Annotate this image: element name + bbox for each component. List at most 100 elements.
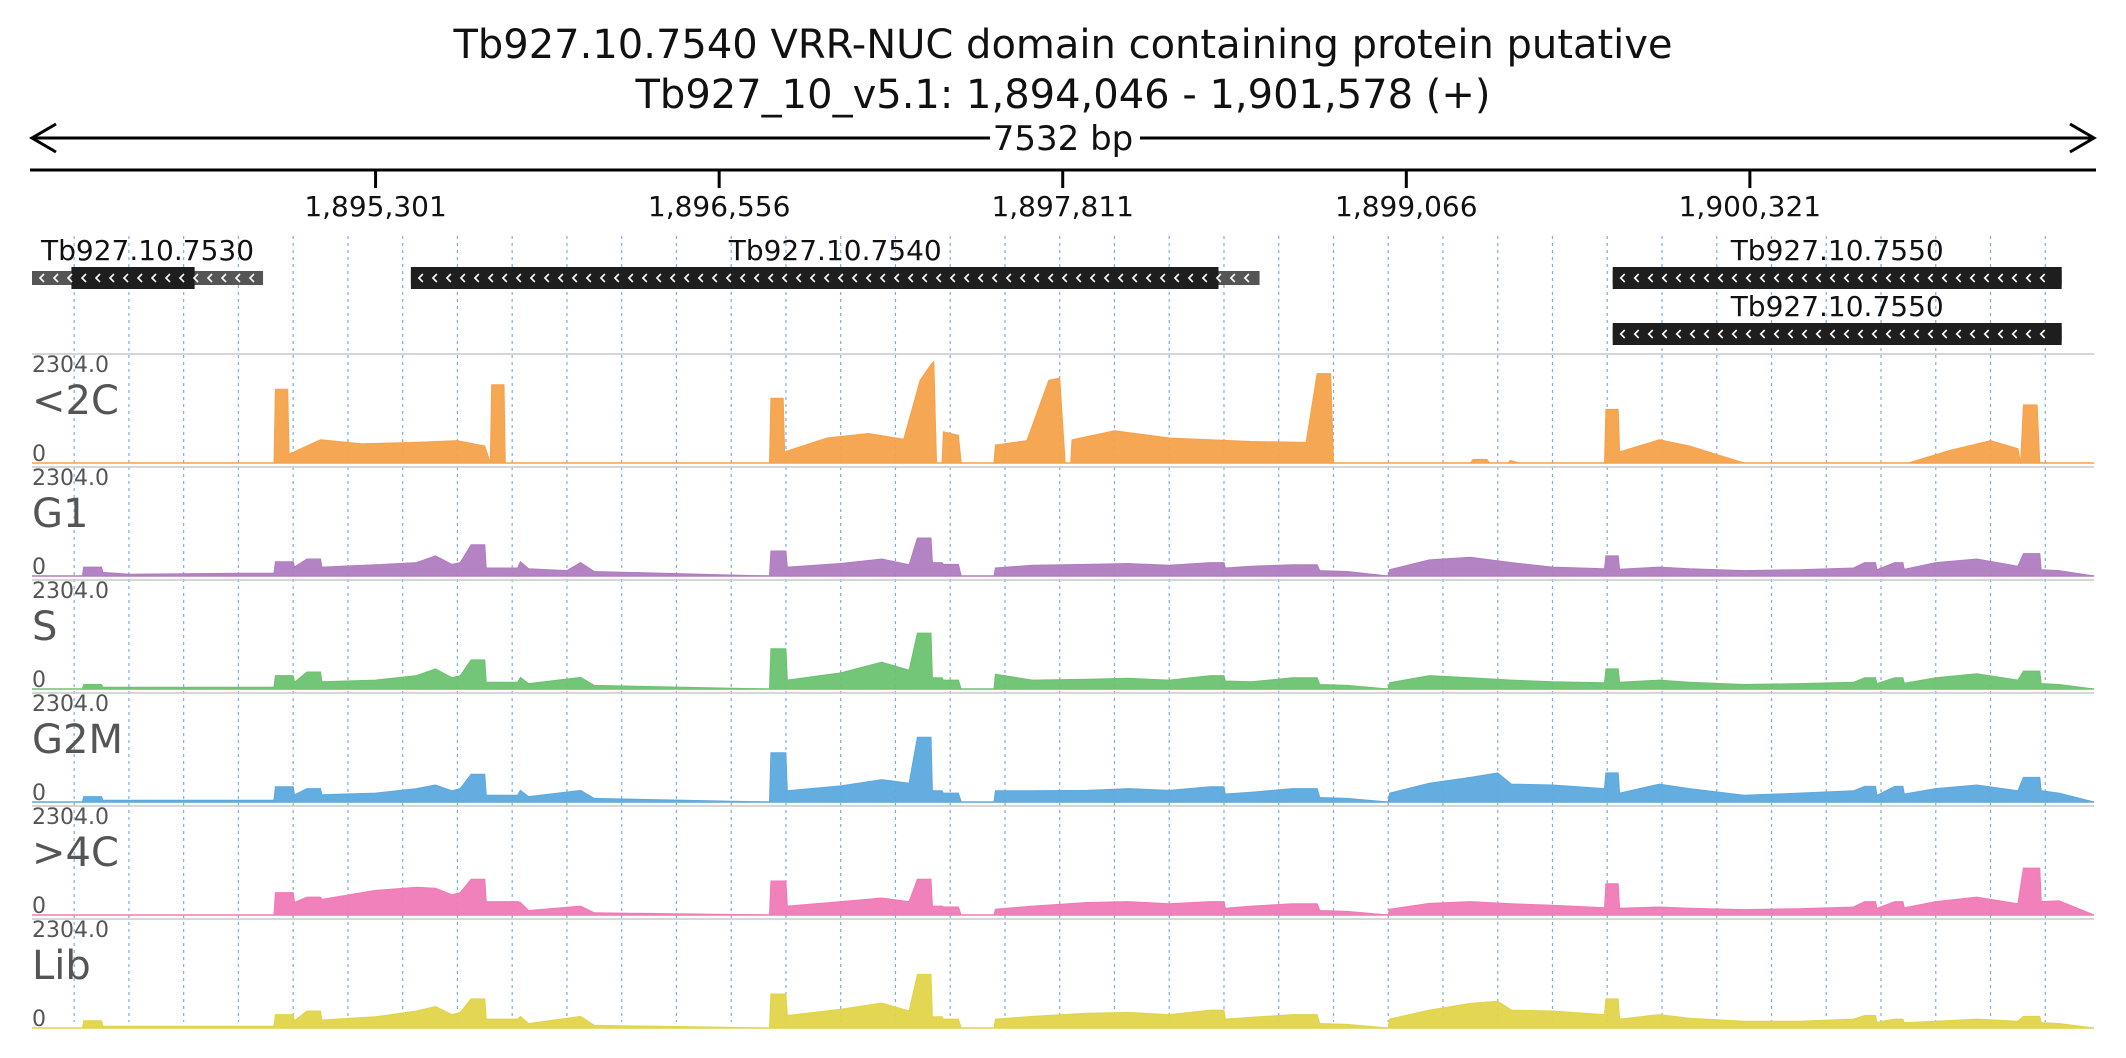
strand-chevron <box>1089 273 1096 283</box>
track-name: Lib <box>32 943 91 989</box>
strand-chevron <box>837 273 844 283</box>
strand-chevron <box>1075 273 1082 283</box>
track-ymin-label: 0 <box>32 781 46 806</box>
strand-chevron <box>164 273 171 283</box>
strand-chevron <box>655 273 662 283</box>
strand-chevron <box>1899 273 1906 283</box>
strand-chevron <box>823 273 830 283</box>
strand-chevron <box>52 273 59 283</box>
strand-chevron <box>473 273 480 283</box>
tick-label: 1,900,321 <box>1679 190 1822 223</box>
strand-chevron <box>1927 273 1934 283</box>
strand-chevron <box>767 273 774 283</box>
gene-cds <box>71 267 195 289</box>
strand-chevron <box>613 273 620 283</box>
gene-cds <box>1612 323 2062 345</box>
strand-chevron <box>739 273 746 283</box>
tick-label: 1,896,556 <box>648 190 791 223</box>
coverage-area <box>32 632 2095 690</box>
gene-label: Tb927.10.7540 <box>728 234 942 267</box>
strand-chevron <box>1885 329 1892 339</box>
strand-chevron <box>1801 329 1808 339</box>
strand-chevron <box>1033 273 1040 283</box>
strand-chevron <box>206 273 213 283</box>
track-ymin-label: 0 <box>32 668 46 693</box>
strand-chevron <box>1829 329 1836 339</box>
track--2c: 2304.0<2C 0 <box>32 353 2094 467</box>
strand-chevron <box>781 273 788 283</box>
strand-chevron <box>192 273 199 283</box>
strand-chevron <box>949 273 956 283</box>
gene-cds <box>410 267 1219 289</box>
strand-chevron <box>2039 273 2046 283</box>
strand-chevron <box>865 273 872 283</box>
strand-chevron <box>1913 273 1920 283</box>
strand-chevron <box>108 273 115 283</box>
strand-chevron <box>1201 273 1208 283</box>
strand-chevron <box>1731 329 1738 339</box>
strand-chevron <box>431 273 438 283</box>
gene-feature[interactable]: Tb927.10.7550 <box>1612 290 2062 345</box>
strand-chevron <box>1829 273 1836 283</box>
strand-chevron <box>697 273 704 283</box>
strand-chevron <box>1745 329 1752 339</box>
coverage-area <box>32 537 2095 577</box>
strand-chevron <box>515 273 522 283</box>
strand-chevron <box>1187 273 1194 283</box>
gene-label: Tb927.10.7550 <box>1730 234 1944 267</box>
gene-feature[interactable]: Tb927.10.7550 <box>1612 234 2062 289</box>
strand-chevron <box>809 273 816 283</box>
vertical-gridlines <box>73 236 2046 1022</box>
strand-chevron <box>963 273 970 283</box>
strand-chevron <box>1661 329 1668 339</box>
strand-chevron <box>1843 329 1850 339</box>
coverage-area <box>32 360 2094 464</box>
strand-chevron <box>1857 273 1864 283</box>
strand-chevron <box>795 273 802 283</box>
strand-chevron <box>220 273 227 283</box>
strand-chevron <box>1103 273 1110 283</box>
gene-feature[interactable]: Tb927.10.7530 <box>32 234 264 289</box>
strand-chevron <box>1983 273 1990 283</box>
strand-chevron <box>234 273 241 283</box>
strand-chevron <box>459 273 466 283</box>
strand-chevron <box>1815 329 1822 339</box>
strand-chevron <box>711 273 718 283</box>
strand-chevron <box>1131 273 1138 283</box>
strand-chevron <box>683 273 690 283</box>
strand-chevron <box>1717 329 1724 339</box>
strand-chevron <box>1941 329 1948 339</box>
strand-chevron <box>1647 273 1654 283</box>
track-ymin-label: 0 <box>32 555 46 580</box>
gene-label: Tb927.10.7530 <box>40 234 254 267</box>
strand-chevron <box>2039 329 2046 339</box>
track-ymin-label: 0 <box>32 894 46 919</box>
strand-chevron <box>1689 329 1696 339</box>
strand-chevron <box>1983 329 1990 339</box>
strand-chevron <box>1899 329 1906 339</box>
span-label: 7532 bp <box>993 119 1134 159</box>
chart-title: Tb927.10.7540 VRR-NUC domain containing … <box>452 22 1672 68</box>
strand-chevron <box>1787 273 1794 283</box>
strand-chevron <box>248 273 255 283</box>
strand-chevron <box>1941 273 1948 283</box>
strand-chevron <box>893 273 900 283</box>
strand-chevron <box>1159 273 1166 283</box>
gene-feature[interactable]: Tb927.10.7540 <box>410 234 1260 289</box>
span-arrow-left-head <box>29 122 57 154</box>
strand-chevron <box>1955 273 1962 283</box>
strand-chevron <box>1843 273 1850 283</box>
strand-chevron <box>1913 329 1920 339</box>
coverage-tracks: 2304.0<2C02304.0G102304.0S02304.0G2M0230… <box>32 353 2095 1032</box>
strand-chevron <box>1745 273 1752 283</box>
strand-chevron <box>1969 273 1976 283</box>
strand-chevron <box>641 273 648 283</box>
strand-chevron <box>557 273 564 283</box>
strand-chevron <box>1145 273 1152 283</box>
track-name: <2C <box>32 378 119 424</box>
strand-chevron <box>1885 273 1892 283</box>
